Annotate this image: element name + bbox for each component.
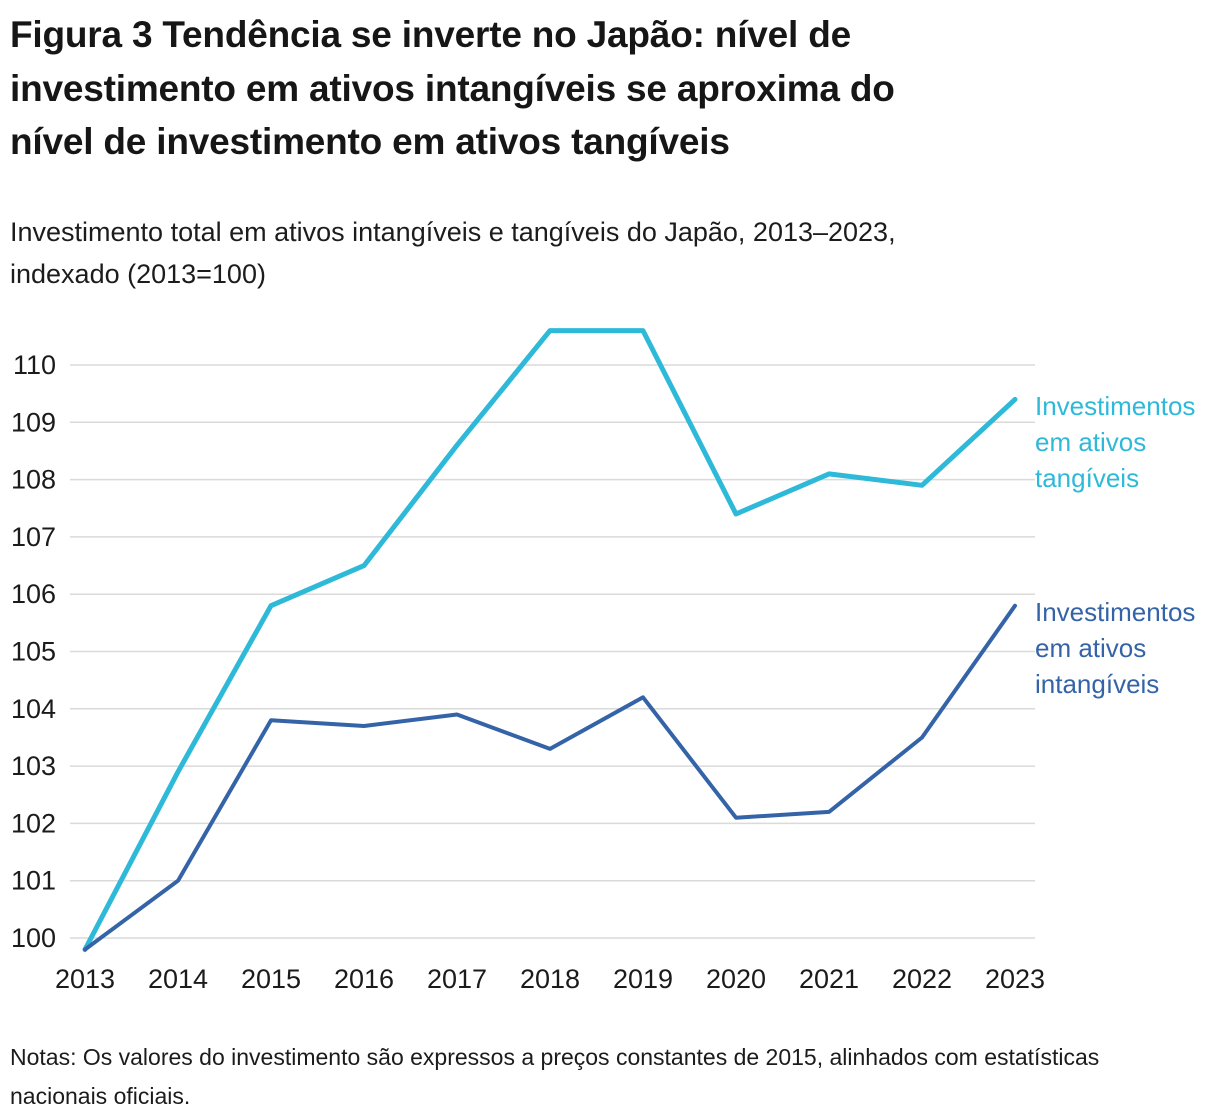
chart-subtitle-line: Investimento total em ativos intangíveis… [10, 217, 896, 247]
series-label-intangiveis: Investimentos em ativos intangíveis [1035, 597, 1196, 699]
svg-text:100: 100 [11, 923, 56, 953]
svg-text:105: 105 [11, 637, 56, 667]
svg-text:2016: 2016 [334, 964, 394, 994]
chart-subtitle-line: indexado (2013=100) [10, 258, 266, 289]
svg-text:2020: 2020 [706, 964, 766, 994]
svg-text:2017: 2017 [427, 964, 487, 994]
chart-subtitle: Investimento total em ativos intangíveis… [10, 212, 1170, 296]
svg-text:2022: 2022 [892, 964, 952, 994]
svg-text:107: 107 [11, 522, 56, 552]
svg-text:106: 106 [11, 579, 56, 609]
chart-title-line: nível de investimento em ativos tangívei… [10, 121, 730, 163]
chart-title: Figura 3 Tendência se inverte no Japão: … [10, 8, 1170, 169]
svg-text:110: 110 [13, 350, 56, 380]
svg-text:2014: 2014 [148, 964, 208, 994]
chart-title-line: Figura 3 Tendência se inverte no Japão: … [10, 14, 851, 55]
svg-text:2021: 2021 [799, 964, 859, 994]
series-label-tangiveis: Investimentos em ativos tangíveis [1035, 391, 1196, 493]
svg-text:109: 109 [11, 407, 56, 437]
svg-text:101: 101 [11, 866, 56, 896]
svg-text:104: 104 [11, 694, 56, 724]
svg-text:2013: 2013 [55, 964, 115, 994]
svg-text:2023: 2023 [985, 964, 1045, 994]
chart-title-line: investimento em ativos intangíveis se ap… [10, 67, 895, 109]
svg-text:2018: 2018 [520, 964, 580, 994]
svg-text:108: 108 [11, 465, 56, 495]
svg-text:103: 103 [11, 751, 56, 781]
svg-text:2015: 2015 [241, 964, 301, 994]
chart-notes: Notas: Os valores do investimento são ex… [10, 1044, 1100, 1106]
line-chart: 100 101 102 103 104 105 106 107 108 109 110 2013 201… [11, 328, 1045, 994]
svg-text:102: 102 [11, 808, 56, 838]
svg-text:2019: 2019 [613, 964, 673, 994]
